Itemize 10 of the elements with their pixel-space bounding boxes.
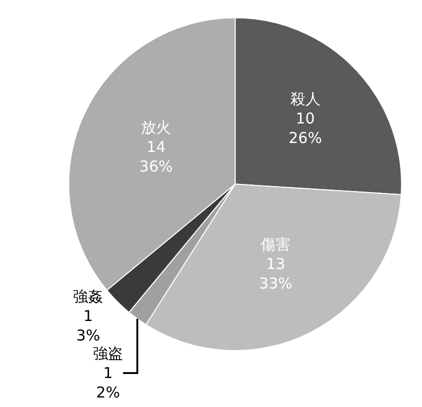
- data-label: 14 36%: [139, 138, 173, 176]
- data-label: 1 3%: [76, 307, 100, 345]
- data-label: 1 2%: [96, 364, 120, 402]
- slice-label: 放火: [141, 118, 172, 136]
- data-label: 10 26%: [288, 109, 322, 147]
- slice-label: 傷害: [260, 235, 291, 254]
- slice-label: 殺人: [290, 90, 320, 108]
- slice-label: 強姦: [73, 288, 104, 306]
- data-label: 13 33%: [259, 254, 292, 292]
- slice-label: 強盗: [93, 344, 124, 363]
